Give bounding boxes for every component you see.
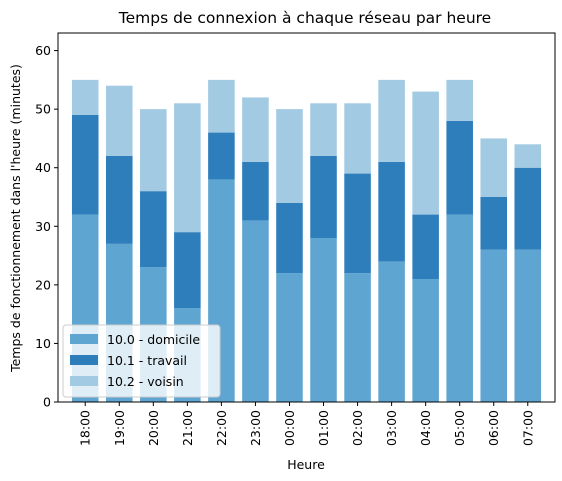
x-tick-label: 03:00 — [384, 410, 399, 446]
x-tick-label: 21:00 — [180, 410, 195, 446]
y-tick-label: 0 — [43, 395, 51, 410]
y-axis-label: Temps de fonctionnement dans l'heure (mi… — [8, 64, 23, 373]
bar-0400-series-2 — [412, 91, 439, 215]
bar-0300-series-2 — [378, 79, 405, 162]
y-axis: 0 10 20 30 40 50 60 — [35, 43, 58, 410]
bar-0400-series-1 — [412, 214, 439, 279]
x-tick-label: 04:00 — [418, 410, 433, 446]
bar-0600-series-0 — [480, 249, 507, 402]
bar-0700-series-2 — [514, 144, 542, 168]
chart-title: Temps de connexion à chaque réseau par h… — [118, 9, 491, 27]
bar-2200-series-2 — [208, 79, 235, 133]
bar-2300-series-0 — [242, 220, 269, 402]
plot-frame — [57, 32, 556, 403]
x-axis-label: Heure — [287, 457, 325, 472]
bar-2100-series-2 — [174, 103, 201, 233]
bar-2100-series-1 — [174, 232, 201, 309]
bar-0100-series-1 — [310, 156, 337, 238]
bar-1900-series-2 — [106, 85, 133, 156]
bar-0200-series-2 — [344, 103, 371, 174]
bar-0500-series-1 — [446, 120, 473, 215]
bar-0300-series-1 — [378, 161, 405, 262]
bar-0100-series-0 — [310, 238, 337, 402]
x-tick-label: 00:00 — [282, 410, 297, 446]
x-tick-label: 19:00 — [112, 410, 127, 446]
legend-swatch-2 — [70, 376, 98, 386]
bar-0700-series-1 — [514, 167, 542, 250]
bar-2300-series-2 — [242, 97, 269, 162]
legend-box — [62, 324, 221, 398]
legend-swatch-1 — [70, 355, 98, 365]
legend-label-0: 10.0 - domicile — [107, 332, 200, 347]
bar-0500-series-2 — [446, 79, 473, 121]
x-tick-label: 23:00 — [248, 410, 263, 446]
y-tick-label: 10 — [35, 336, 51, 351]
legend-label-2: 10.2 - voisin — [107, 374, 184, 389]
x-tick-label: 05:00 — [452, 410, 467, 446]
bar-0000-series-2 — [276, 109, 303, 203]
x-tick-label: 22:00 — [214, 410, 229, 446]
y-tick-label: 50 — [35, 102, 51, 117]
bar-0200-series-0 — [344, 273, 371, 402]
x-tick-label: 18:00 — [78, 410, 93, 446]
bar-1900-series-1 — [106, 156, 133, 244]
x-tick-label: 20:00 — [146, 410, 161, 446]
y-tick-label: 60 — [35, 43, 51, 58]
legend-label-1: 10.1 - travail — [107, 353, 187, 368]
bar-2000-series-1 — [140, 191, 167, 268]
bar-2000-series-2 — [140, 109, 167, 192]
bar-0000-series-1 — [276, 202, 303, 274]
bar-0300-series-0 — [378, 261, 405, 402]
x-tick-label: 02:00 — [350, 410, 365, 446]
x-tick-label: 06:00 — [486, 410, 501, 446]
y-tick-label: 30 — [35, 219, 51, 234]
bar-2300-series-1 — [242, 161, 269, 221]
bar-0600-series-1 — [480, 197, 507, 250]
bar-0700-series-0 — [514, 249, 542, 402]
bar-1800-series-1 — [71, 115, 99, 215]
x-tick-label: 07:00 — [520, 410, 535, 446]
bar-0000-series-0 — [276, 273, 303, 402]
bar-1800-series-2 — [71, 79, 99, 115]
legend: 10.0 - domicile 10.1 - travail 10.2 - vois… — [62, 324, 221, 398]
bar-0100-series-2 — [310, 103, 337, 156]
bar-0400-series-0 — [412, 279, 439, 402]
y-tick-label: 40 — [35, 160, 51, 175]
legend-swatch-0 — [70, 334, 98, 344]
bar-0200-series-1 — [344, 173, 371, 274]
bar-2200-series-1 — [208, 132, 235, 180]
bar-0600-series-2 — [480, 138, 507, 197]
x-axis: 18:00 19:00 20:00 21:00 22:00 23:00 00:00 01:00… — [78, 402, 535, 446]
x-tick-label: 01:00 — [316, 410, 331, 446]
y-tick-label: 20 — [35, 277, 51, 292]
bars-layer — [71, 79, 542, 402]
bar-0500-series-0 — [446, 214, 473, 402]
